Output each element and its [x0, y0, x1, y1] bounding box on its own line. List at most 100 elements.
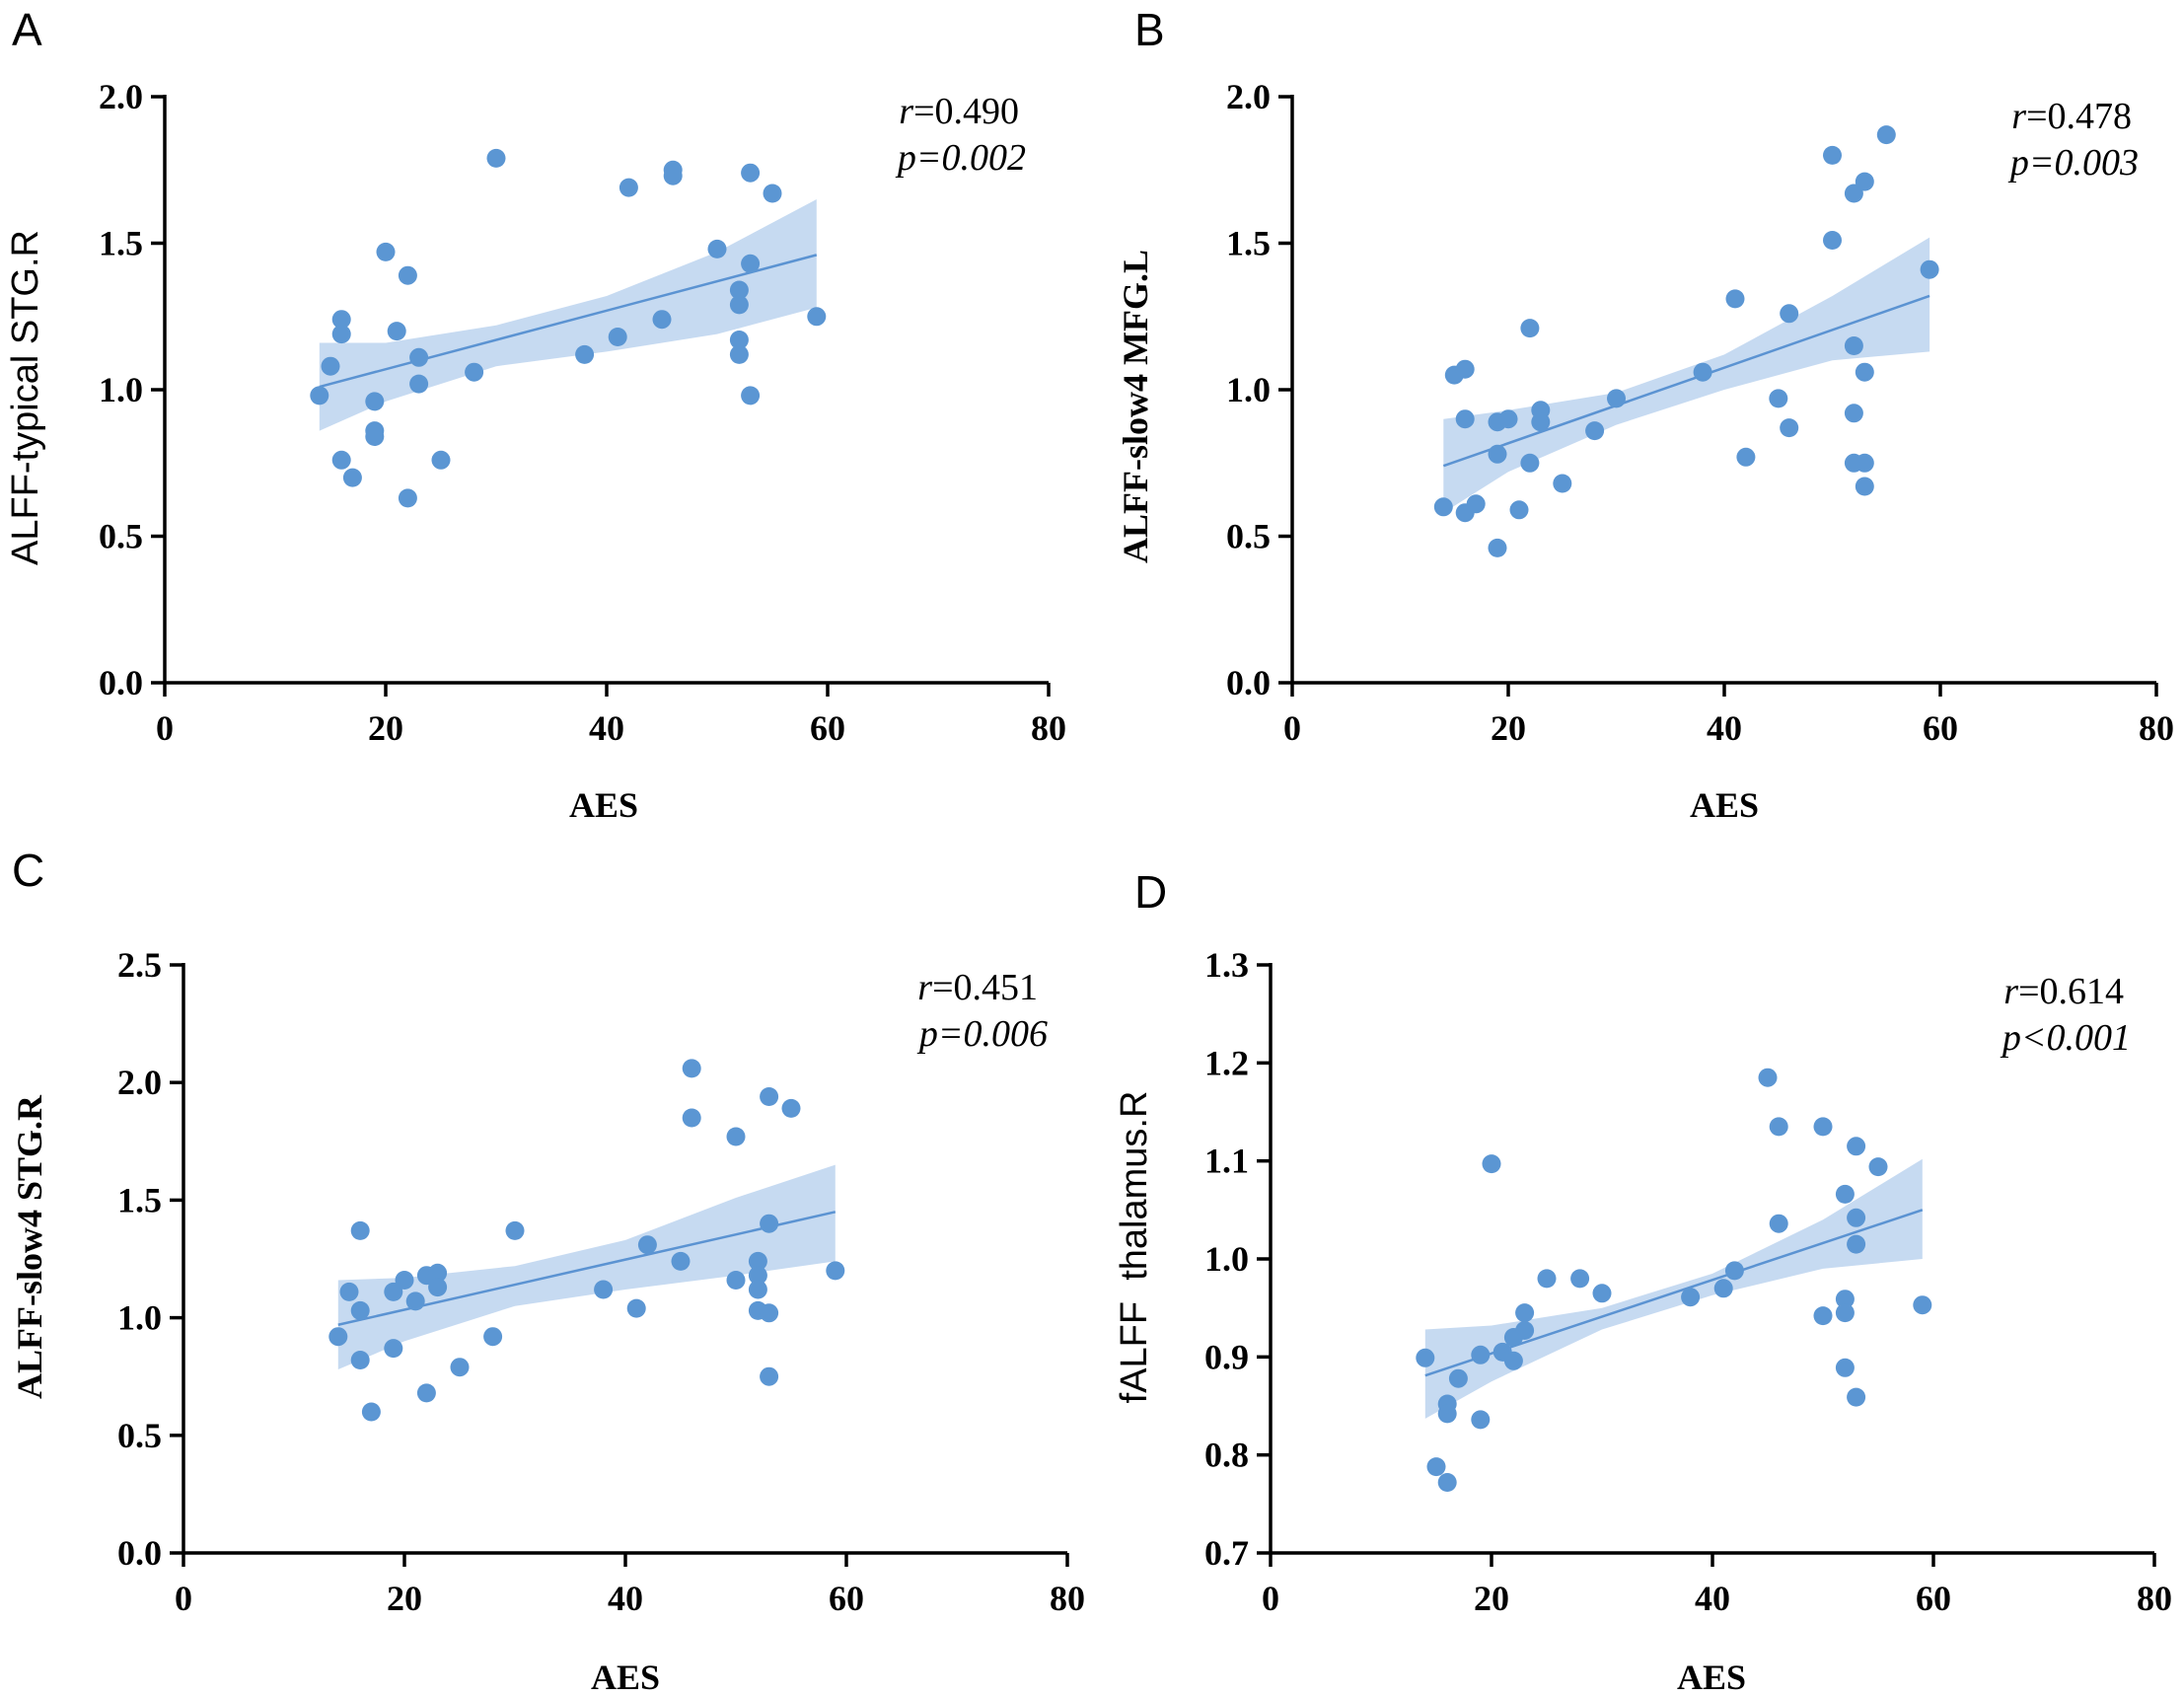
confidence-band: [319, 199, 817, 431]
data-point: [1482, 1154, 1501, 1174]
data-point: [431, 450, 451, 470]
data-point: [729, 295, 749, 315]
panel-a-r-symbol: r: [899, 91, 913, 132]
data-point: [384, 1282, 403, 1301]
data-point: [1437, 1473, 1457, 1492]
data-point: [1780, 418, 1799, 438]
data-point: [450, 1358, 470, 1377]
data-point: [663, 166, 683, 185]
data-point: [1780, 304, 1799, 324]
panel-d-label: D: [1134, 866, 1167, 918]
panel-d-r-symbol: r: [2003, 971, 2018, 1012]
panel-a-stat-p: p=0.002: [895, 137, 1026, 179]
data-point: [1585, 421, 1605, 441]
x-tick-label: 80: [2139, 708, 2174, 748]
panel-d-stat-r: r=0.614: [2003, 971, 2124, 1012]
y-tick-label: 1.5: [99, 224, 143, 263]
data-point: [1913, 1295, 1932, 1315]
panel-d-xlabel: AES: [1677, 1658, 1746, 1697]
panel-b-label: B: [1134, 4, 1165, 55]
panel-b-stat-p: p=0.003: [2007, 142, 2139, 184]
panel-c-points: [328, 1059, 845, 1422]
data-point: [763, 184, 782, 203]
data-point: [365, 392, 385, 411]
panel-b-r-symbol: r: [2011, 96, 2026, 137]
data-point: [1769, 1117, 1788, 1137]
data-point: [376, 242, 396, 261]
data-point: [575, 344, 595, 364]
panel-a-points: [310, 148, 827, 508]
regression-line: [319, 254, 818, 389]
panel-c-stat-p: p=0.006: [916, 1013, 1048, 1055]
x-tick-label: 40: [608, 1579, 643, 1618]
y-tick-label: 2.0: [117, 1063, 162, 1102]
data-point: [1724, 1261, 1744, 1281]
panel-c-ylabel: ALFF-slow4 STG.R: [10, 1094, 49, 1399]
y-tick-label: 2.5: [117, 945, 162, 985]
y-tick-label: 0.0: [99, 663, 143, 702]
panel-c-r-value: =0.451: [932, 967, 1038, 1008]
data-point: [1455, 409, 1475, 429]
data-point: [1448, 1368, 1468, 1388]
data-point: [1488, 444, 1507, 464]
data-point: [1433, 497, 1453, 517]
data-point: [342, 468, 362, 487]
y-tick-label: 0.5: [117, 1416, 162, 1455]
x-tick-label: 80: [2137, 1579, 2172, 1618]
panel-c-xlabel: AES: [591, 1658, 660, 1697]
y-tick-label: 1.5: [1226, 224, 1271, 263]
data-point: [1855, 362, 1874, 382]
data-point: [1847, 1387, 1866, 1407]
data-point: [1855, 477, 1874, 496]
y-tick-label: 1.0: [99, 370, 143, 409]
data-point: [760, 1214, 779, 1233]
x-tick-label: 0: [175, 1579, 192, 1618]
data-point: [1520, 453, 1540, 473]
data-point: [1437, 1404, 1457, 1424]
data-point: [387, 322, 406, 341]
data-point: [350, 1300, 370, 1320]
x-tick-label: 40: [1695, 1579, 1730, 1618]
data-point: [741, 163, 761, 183]
data-point: [748, 1280, 767, 1299]
y-tick-label: 1.1: [1204, 1142, 1249, 1181]
data-point: [416, 1383, 436, 1403]
data-point: [1876, 125, 1896, 145]
y-tick-label: 2.0: [99, 77, 143, 116]
x-tick-label: 20: [387, 1579, 422, 1618]
data-point: [310, 386, 329, 406]
x-tick-label: 20: [1474, 1579, 1509, 1618]
data-point: [1835, 1358, 1855, 1377]
data-point: [626, 1298, 646, 1318]
data-point: [409, 347, 429, 367]
panel-d-band: [1424, 1158, 1923, 1419]
data-point: [608, 328, 627, 346]
x-tick-label: 80: [1050, 1579, 1085, 1618]
panel-a-fit: [319, 254, 818, 389]
panel-b-ylabel: ALFF-slow4 MFG.L: [1116, 250, 1155, 563]
data-point: [1868, 1157, 1888, 1177]
data-point: [707, 239, 727, 258]
x-tick-label: 40: [589, 708, 624, 748]
data-point: [483, 1327, 503, 1347]
panel-a-axes: 0.0 0.5 1.0 1.5 2.0 0 20 40 60 80: [99, 77, 1066, 748]
x-tick-label: 0: [156, 708, 174, 748]
data-point: [1847, 1208, 1866, 1227]
data-point: [1844, 336, 1863, 355]
data-point: [331, 450, 351, 470]
x-tick-label: 60: [829, 1579, 864, 1618]
panel-b-fit: [1442, 294, 1930, 468]
y-tick-label: 1.0: [117, 1298, 162, 1338]
data-point: [365, 427, 385, 446]
panel-a-r-value: =0.490: [913, 91, 1019, 132]
data-point: [729, 331, 749, 349]
data-point: [1847, 1137, 1866, 1156]
panel-b: B 0.0 0.5 1.0 1.5 2.0 0 20 40 60 80 AES ALFF-slow…: [1116, 4, 2174, 825]
data-point: [331, 325, 351, 344]
data-point: [398, 488, 417, 508]
data-point: [505, 1220, 525, 1240]
data-point: [1823, 231, 1842, 250]
panel-b-axes: 0.0 0.5 1.0 1.5 2.0 0 20 40 60 80: [1226, 77, 2174, 748]
data-point: [361, 1402, 381, 1422]
